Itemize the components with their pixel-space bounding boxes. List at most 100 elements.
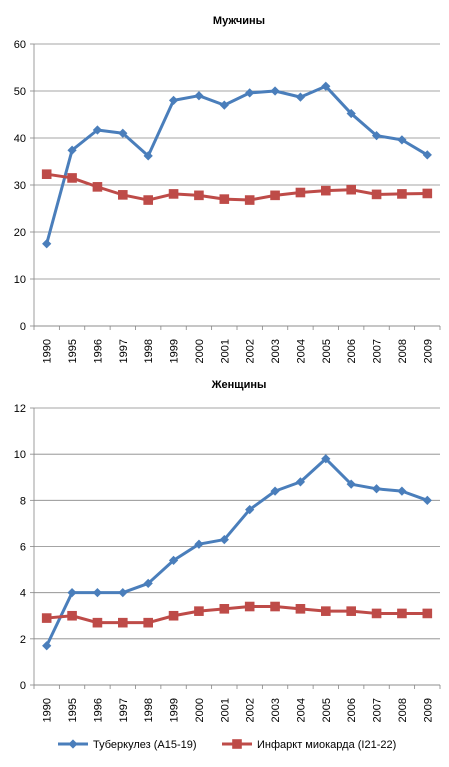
data-point [219,534,229,545]
y-tick-label: 20 [14,227,26,239]
x-tick-label: 2005 [321,339,333,363]
x-tick-label: 1998 [143,339,155,363]
x-tick-label: 2003 [270,339,282,363]
legend-label: Инфаркт миокарда (I21-22) [257,739,396,751]
data-point [397,135,407,145]
data-point [194,606,204,616]
x-tick-label: 1990 [42,339,54,363]
x-tick-label: 2000 [194,339,206,363]
data-point [346,108,356,119]
x-tick-label: 1990 [42,698,54,722]
legend-label: Туберкулез (А15-19) [93,739,197,751]
chart-panel-1: Мужчины 0 10 20 30 40 50 60 1990 1995 1996 1997 1998… [14,15,441,363]
series-line [46,172,428,202]
data-point [67,610,77,621]
x-tick-label: 2008 [397,339,409,363]
data-point [321,454,331,464]
series-line [45,457,428,647]
data-point [397,486,407,496]
y-tick-label: 8 [20,495,26,507]
x-tick-label: 2008 [397,698,409,722]
data-point [143,617,153,628]
x-tick-label: 1995 [67,698,79,722]
legend-marker [232,739,242,749]
legend-item-1: Туберкулез (А15-19) [58,739,197,751]
y-tick-label: 10 [14,449,26,461]
y-tick-label: 12 [14,403,26,415]
legend: Туберкулез (А15-19) Инфаркт миокарда (I21… [58,739,396,751]
x-tick-label: 1996 [92,698,104,722]
data-point [346,184,356,195]
data-point [41,613,52,623]
data-point [67,588,77,598]
data-point [270,486,280,496]
data-point [143,151,153,161]
x-tick-label: 1997 [118,698,130,722]
y-tick-label: 4 [20,588,26,600]
data-point [42,239,52,249]
data-point [168,189,179,199]
x-tick-label: 2000 [194,698,206,722]
data-point [295,92,306,102]
chart-title: Женщины [211,379,267,391]
x-tick-label: 1996 [92,339,104,363]
data-point [371,189,382,200]
y-tick-label: 0 [20,680,26,692]
data-point [422,150,432,160]
legend-item-2: Инфаркт миокарда (I21-22) [222,739,396,751]
data-point [295,604,306,614]
data-point [422,608,433,619]
data-point [245,88,255,98]
x-tick-label: 1997 [118,339,130,363]
data-point [194,190,204,201]
data-point [92,125,103,135]
x-tick-label: 1999 [169,698,181,722]
data-point [346,606,356,616]
y-tick-label: 6 [20,542,26,554]
x-tick-label: 1998 [143,698,155,722]
data-point [168,610,179,621]
data-point [270,190,280,201]
series-line [46,605,428,625]
data-point [397,189,407,199]
data-point [244,601,255,612]
data-point [321,81,331,91]
data-point [371,131,382,141]
data-point [67,145,77,155]
series-2 [41,601,433,628]
data-point [321,606,331,616]
data-point [118,617,128,628]
data-point [92,617,103,628]
data-point [244,195,255,205]
x-tick-label: 2002 [245,698,257,722]
data-point [118,128,128,138]
series-2 [41,169,433,205]
y-tick-label: 30 [14,180,26,192]
data-point [194,91,204,101]
data-point [245,504,255,515]
data-point [422,495,432,505]
data-point [219,100,229,110]
x-tick-label: 2004 [295,698,307,722]
data-point [92,182,103,192]
data-point [194,539,204,549]
y-tick-label: 60 [14,39,26,51]
data-point [42,641,52,651]
x-tick-label: 2007 [372,339,384,363]
x-tick-label: 2002 [245,339,257,363]
series-1 [42,81,432,249]
chart-panel-2: Женщины 0 2 4 6 8 10 12 1990 1995 1996 1997 1998 1999… [14,379,441,722]
x-tick-label: 2003 [270,698,282,722]
x-tick-label: 2005 [321,698,333,722]
data-point [143,195,153,205]
series-line [45,84,429,245]
y-tick-label: 40 [14,133,26,145]
y-tick-label: 2 [20,634,26,646]
data-point [270,86,280,96]
x-tick-label: 1999 [169,339,181,363]
data-point [397,608,407,619]
data-point [270,601,280,612]
x-tick-label: 2001 [219,339,231,363]
